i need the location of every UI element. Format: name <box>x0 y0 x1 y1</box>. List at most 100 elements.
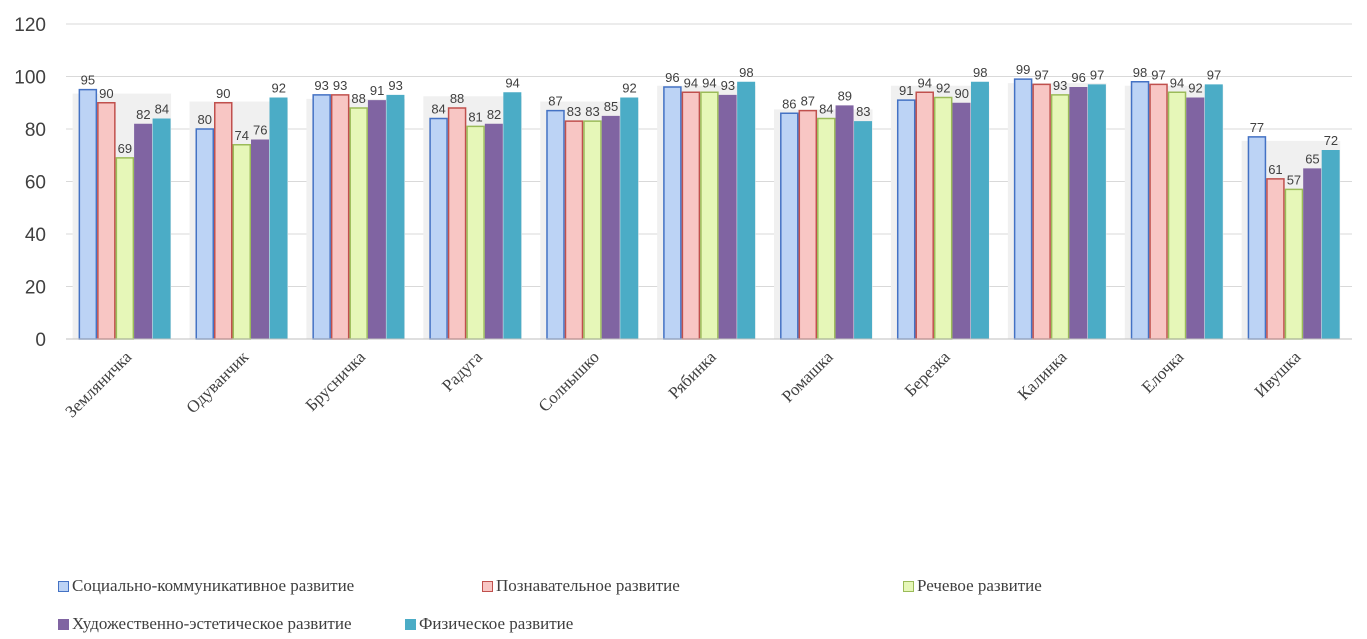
legend-label-speech: Речевое развитие <box>917 576 1042 595</box>
bar <box>1050 94 1070 340</box>
data-label: 94 <box>1170 75 1184 90</box>
bar <box>1186 97 1205 339</box>
data-label: 94 <box>505 75 519 90</box>
bar <box>915 91 934 340</box>
category-label: Радуга <box>438 347 486 395</box>
y-tick-label: 120 <box>14 15 46 36</box>
bar <box>386 94 405 339</box>
data-label: 72 <box>1324 133 1338 148</box>
legend-swatch-physical <box>405 618 416 630</box>
data-label: 87 <box>801 94 815 109</box>
bar <box>1266 178 1285 340</box>
data-label: 93 <box>1053 78 1067 93</box>
bar <box>663 86 682 340</box>
data-label: 99 <box>1016 62 1030 77</box>
legend-item-cognitive: Познавательное развитие <box>482 576 680 596</box>
bar <box>835 105 854 339</box>
bar <box>798 109 818 340</box>
y-tick-label: 20 <box>25 278 46 299</box>
data-label: 88 <box>351 91 365 106</box>
bar <box>503 92 522 339</box>
category-label: Земляничка <box>61 347 135 421</box>
bar <box>1087 84 1106 339</box>
y-tick-label: 40 <box>25 225 46 246</box>
bar <box>367 100 386 339</box>
bar <box>152 118 171 339</box>
bar <box>429 117 448 340</box>
category-label: Березка <box>901 347 954 400</box>
bar <box>214 102 233 340</box>
y-tick-label: 80 <box>25 120 46 141</box>
bar <box>817 117 836 340</box>
data-label: 83 <box>567 104 581 119</box>
data-label: 92 <box>272 81 286 96</box>
data-label: 74 <box>235 128 249 143</box>
data-label: 98 <box>1133 65 1147 80</box>
data-label: 89 <box>838 88 852 103</box>
data-label: 94 <box>917 75 931 90</box>
legend-label-physical: Физическое развитие <box>419 614 574 633</box>
bar <box>78 88 98 340</box>
legend-label-cognitive: Познавательное развитие <box>496 576 680 595</box>
data-label: 86 <box>782 96 796 111</box>
data-label: 76 <box>253 123 267 138</box>
bar <box>115 157 135 340</box>
category-label: Калинка <box>1014 347 1071 404</box>
data-label: 65 <box>1305 151 1319 166</box>
bar <box>1204 84 1223 339</box>
bar <box>718 94 737 339</box>
data-label: 84 <box>819 102 833 117</box>
data-label: 95 <box>81 73 95 88</box>
data-label: 57 <box>1287 172 1301 187</box>
legend-item-social: Социально-коммуникативное развитие <box>58 576 354 596</box>
data-label: 77 <box>1250 120 1264 135</box>
bar <box>546 109 565 340</box>
bar <box>232 144 252 340</box>
data-label: 92 <box>622 81 636 96</box>
bar <box>681 91 701 340</box>
bar <box>269 97 288 339</box>
legend-swatch-social <box>58 580 69 592</box>
bar <box>447 107 467 340</box>
bar <box>1069 87 1088 339</box>
data-label: 93 <box>314 78 328 93</box>
category-label: Елочка <box>1138 347 1188 397</box>
bar <box>1321 150 1340 339</box>
data-label: 97 <box>1207 67 1221 82</box>
bar <box>970 81 989 339</box>
legend-item-physical: Физическое развитие <box>405 614 573 634</box>
bar <box>1149 83 1168 340</box>
data-label: 97 <box>1034 67 1048 82</box>
data-label: 98 <box>973 65 987 80</box>
bar <box>1247 136 1267 340</box>
data-label: 84 <box>431 102 445 117</box>
data-label: 97 <box>1090 67 1104 82</box>
legend-item-art: Художественно-эстетическое развитие <box>58 614 352 634</box>
data-label: 83 <box>856 104 870 119</box>
bar <box>1032 83 1051 340</box>
bar <box>312 94 331 340</box>
bar <box>1167 91 1187 340</box>
bars <box>72 78 1341 340</box>
category-label: Одуванчик <box>182 347 252 417</box>
bar <box>251 139 270 339</box>
y-tick-label: 100 <box>14 68 46 89</box>
data-label: 91 <box>899 83 913 98</box>
data-label: 93 <box>388 78 402 93</box>
bar <box>564 120 584 340</box>
bar <box>933 96 953 340</box>
bar <box>134 123 153 339</box>
data-label: 87 <box>548 94 562 109</box>
bar <box>195 128 215 340</box>
bar <box>854 121 873 339</box>
data-label: 93 <box>333 78 347 93</box>
data-label: 94 <box>702 75 716 90</box>
bar <box>330 94 350 340</box>
bar <box>700 91 719 340</box>
category-label: Ивушка <box>1251 347 1305 401</box>
data-label: 90 <box>216 86 230 101</box>
legend-label-social: Социально-коммуникативное развитие <box>72 576 355 595</box>
bar <box>896 99 916 340</box>
data-label: 84 <box>155 102 169 117</box>
data-label: 85 <box>604 99 618 114</box>
